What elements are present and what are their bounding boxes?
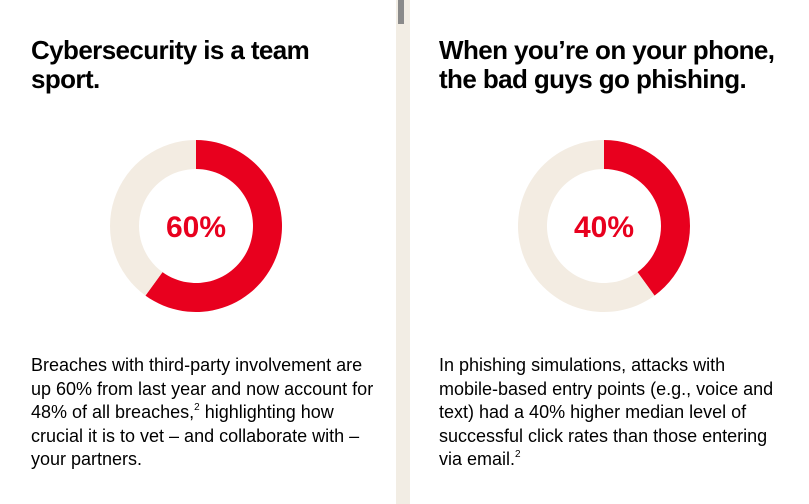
panel-body-text: Breaches with third-party involvement ar… [31,355,374,422]
panel-body: In phishing simulations, attacks with mo… [439,354,789,472]
donut-slices [518,140,690,312]
footnote-marker: 2 [194,402,200,413]
panel-body: Breaches with third-party involvement ar… [31,354,381,472]
panel-third-party: Cybersecurity is a team sport. 60% Breac… [0,0,396,504]
donut-slices [110,140,282,312]
donut-chart-60: 60% [110,140,282,312]
footnote-marker: 2 [515,449,521,460]
donut-slice-2 [518,140,655,312]
donut-slice-1 [145,140,282,312]
divider-top-image [398,0,404,24]
panel-heading: When you’re on your phone, the bad guys … [439,35,775,94]
donut-slice-2 [110,140,196,296]
panel-mobile-phishing: When you’re on your phone, the bad guys … [410,0,809,504]
donut-center-label: 40% [574,211,634,244]
panel-divider [396,0,410,504]
panel-heading: Cybersecurity is a team sport. [31,35,310,94]
donut-center-label: 60% [166,211,226,244]
donut-slice-1 [604,140,690,296]
panel-body-tail: highlighting how crucial it is to vet – … [31,402,360,469]
panel-body-text: In phishing simulations, attacks with mo… [439,355,774,469]
donut-chart-40: 40% [518,140,690,312]
